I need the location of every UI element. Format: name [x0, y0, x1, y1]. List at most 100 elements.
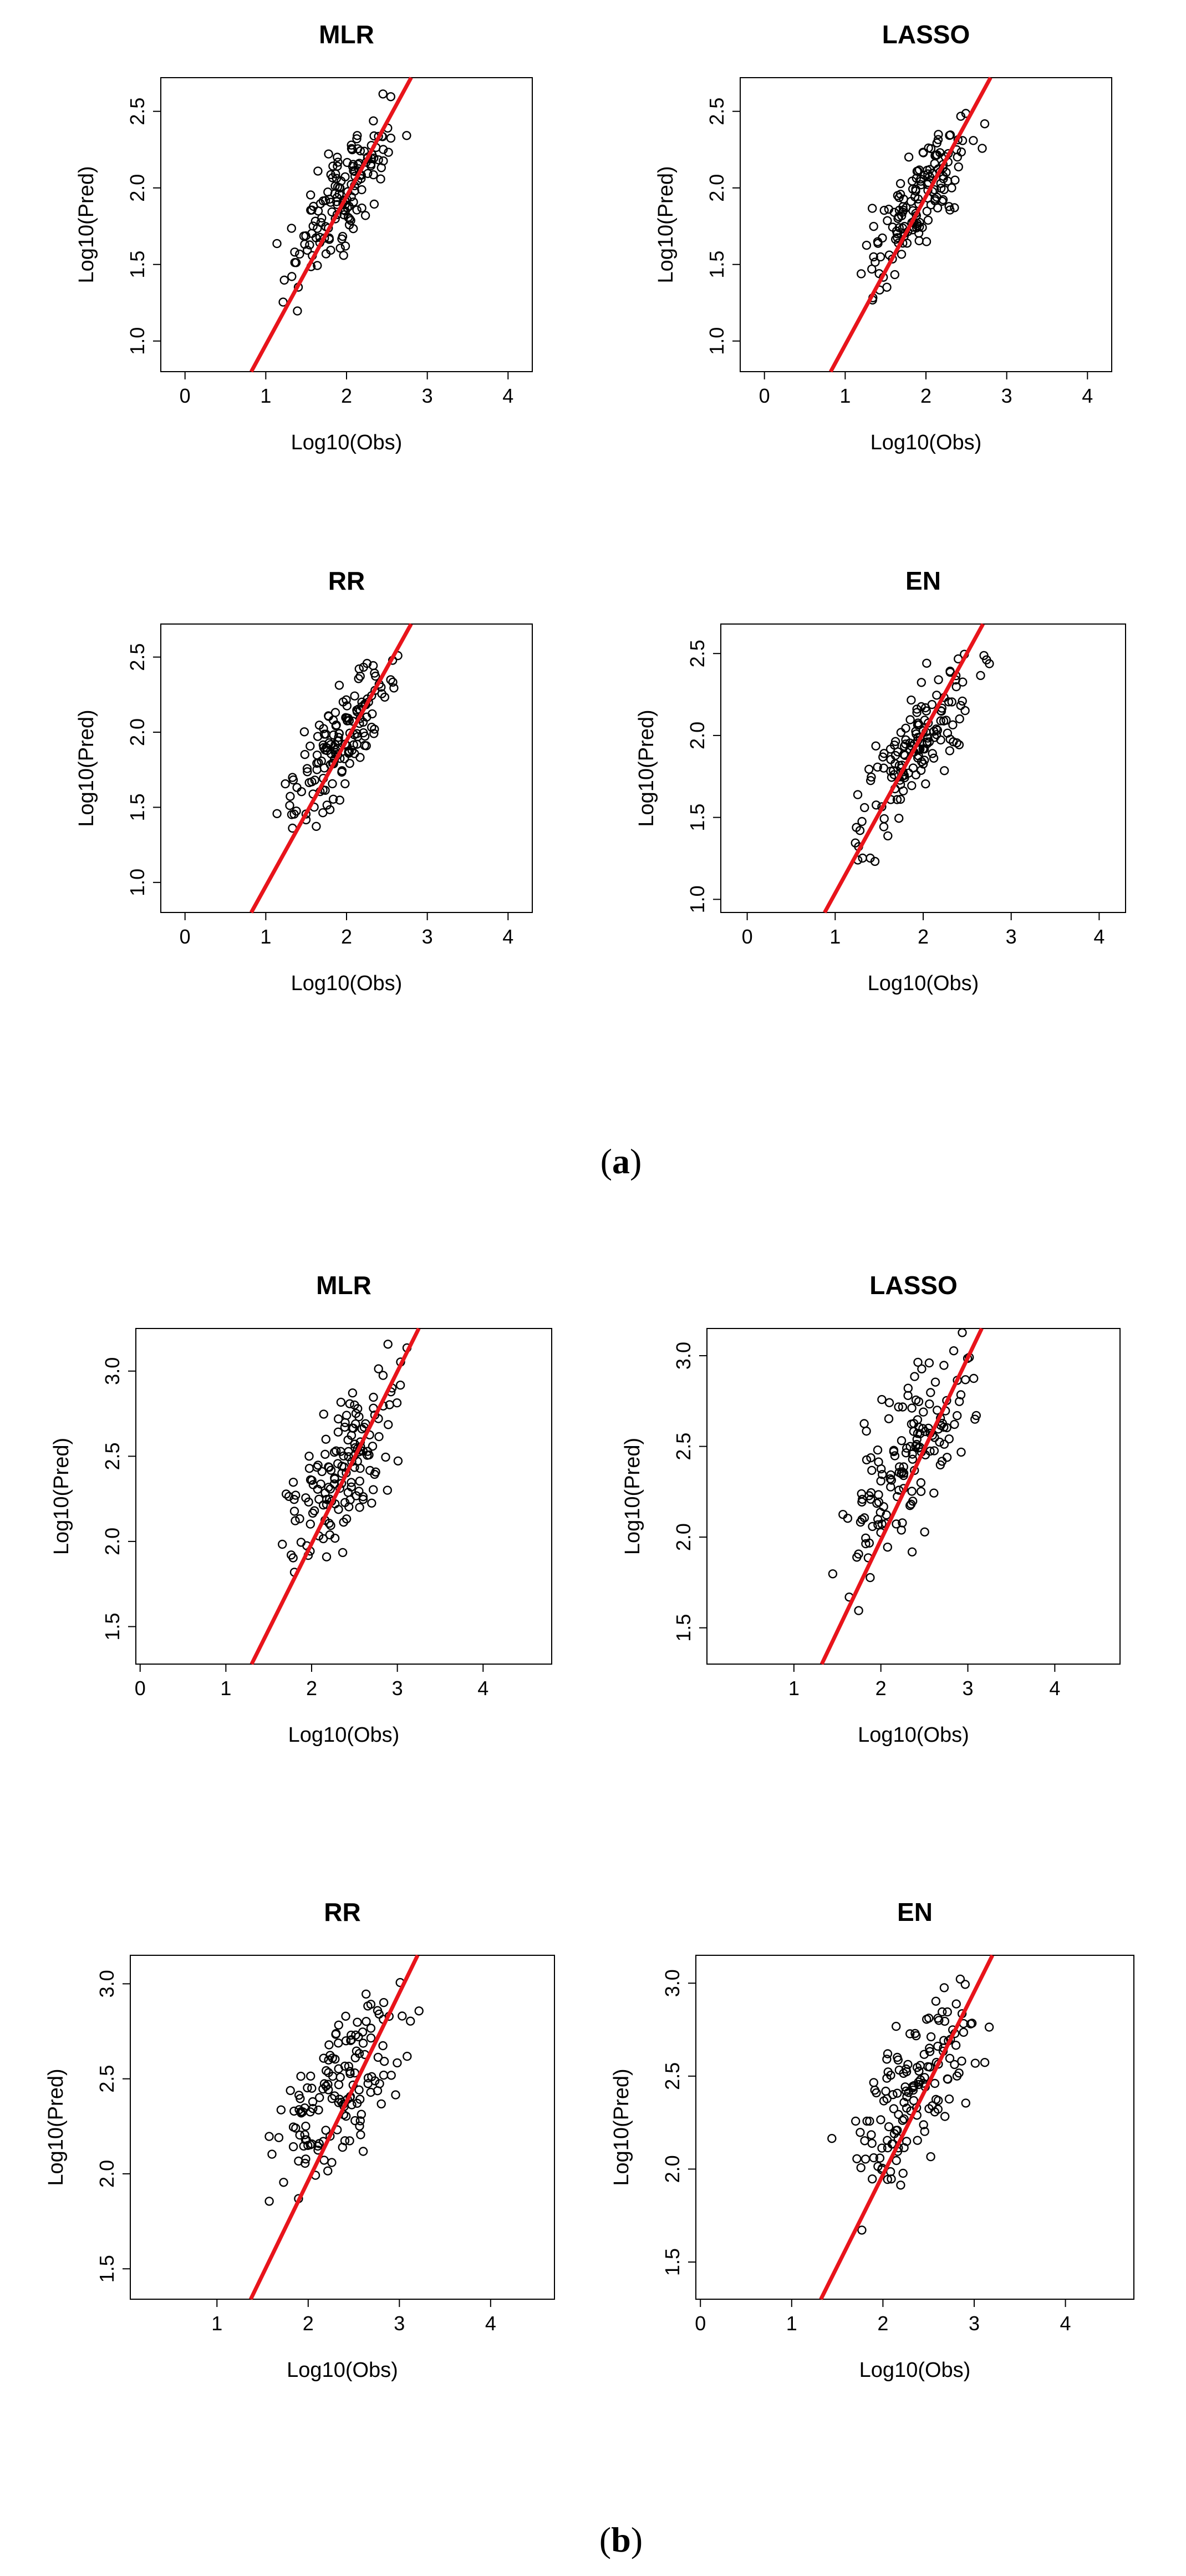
data-point	[851, 2116, 861, 2126]
data-point	[340, 241, 350, 251]
data-point	[901, 723, 910, 733]
data-point	[883, 2143, 893, 2153]
data-point	[294, 2156, 303, 2166]
data-point	[346, 2036, 355, 2045]
data-point	[386, 92, 395, 102]
data-point	[905, 2029, 915, 2039]
data-point	[285, 800, 294, 810]
data-point	[340, 1422, 350, 1432]
data-point	[969, 136, 978, 145]
data-point	[889, 207, 899, 217]
data-point	[952, 2071, 962, 2081]
data-point	[939, 1361, 949, 1370]
data-point	[289, 1494, 299, 1504]
x-tick-label: 2	[306, 1677, 317, 1700]
data-point	[348, 1388, 358, 1398]
data-point	[342, 2111, 351, 2121]
data-point	[353, 732, 363, 742]
x-tick-label: 4	[1049, 1677, 1060, 1700]
x-tick-label: 1	[788, 1677, 800, 1700]
x-axis-label: Log10(Obs)	[858, 1723, 969, 1747]
data-point	[951, 682, 961, 692]
data-point	[363, 2073, 373, 2083]
data-point	[357, 1424, 367, 1434]
y-axis-label: Log10(Pred)	[635, 709, 658, 826]
data-point	[937, 2007, 947, 2017]
data-point	[318, 808, 328, 818]
data-point	[873, 1520, 883, 1530]
data-point	[954, 740, 964, 749]
data-point	[342, 1411, 352, 1420]
data-point	[369, 1485, 378, 1494]
y-tick-label: 2.5	[661, 2062, 684, 2090]
data-point	[902, 2103, 912, 2113]
data-point	[337, 234, 347, 244]
data-point	[960, 1980, 970, 1989]
data-point	[838, 1509, 848, 1519]
data-point	[324, 2040, 334, 2050]
x-tick-label: 0	[135, 1677, 146, 1700]
data-point	[324, 2068, 333, 2077]
data-point	[295, 2130, 304, 2140]
data-point	[343, 158, 352, 168]
data-point	[370, 724, 379, 734]
data-point	[314, 2105, 323, 2115]
data-point	[334, 2038, 343, 2048]
data-point	[891, 2021, 901, 2031]
data-point	[893, 2126, 902, 2135]
data-point	[859, 1419, 869, 1428]
data-point	[334, 2098, 343, 2107]
x-tick-label: 0	[180, 384, 191, 407]
data-point	[925, 1399, 934, 1409]
y-tick-label: 3.0	[672, 1342, 695, 1370]
data-point	[922, 206, 932, 216]
data-point	[862, 241, 872, 250]
data-point	[936, 735, 945, 745]
data-point	[345, 2136, 354, 2146]
x-axis-label: Log10(Obs)	[287, 2359, 398, 2382]
data-point	[376, 163, 386, 173]
data-point	[342, 695, 351, 704]
data-point	[350, 691, 359, 701]
data-point	[319, 2079, 329, 2088]
data-point	[914, 2077, 923, 2087]
data-point	[940, 2112, 950, 2121]
data-point	[877, 1519, 887, 1529]
data-point	[852, 2154, 862, 2164]
data-point	[901, 739, 910, 749]
data-point	[959, 2027, 969, 2037]
y-tick-label: 3.0	[95, 1970, 118, 1997]
data-point	[871, 257, 880, 267]
data-point	[313, 261, 322, 270]
panel-caption: (b)	[599, 2520, 643, 2559]
data-point	[264, 2132, 274, 2141]
scatter-plot-a-mlr: MLR 0 1 2 3 4 1.0 1.5 2.0 2.5 Log10(Obs) Log10(Pred…	[75, 20, 533, 454]
data-point	[936, 706, 946, 716]
data-point	[916, 765, 926, 775]
data-point	[923, 215, 933, 225]
data-point	[383, 1485, 392, 1495]
data-point	[333, 158, 343, 167]
data-point	[357, 2110, 366, 2119]
data-point	[950, 175, 960, 185]
plot-title: MLR	[319, 20, 374, 49]
data-point	[349, 740, 358, 749]
data-point	[867, 2130, 876, 2139]
data-point	[980, 2057, 990, 2067]
data-point	[956, 1447, 966, 1457]
data-point	[879, 2096, 889, 2106]
y-axis-label: Log10(Pred)	[44, 2068, 68, 2185]
data-point	[358, 2039, 368, 2048]
data-point	[884, 1414, 894, 1423]
data-point	[851, 838, 860, 848]
data-point	[885, 744, 895, 754]
data-point	[828, 1569, 838, 1579]
data-point	[319, 1409, 328, 1419]
data-point	[933, 2041, 943, 2051]
data-point	[926, 1388, 935, 1397]
data-point	[934, 130, 943, 139]
data-point	[876, 1476, 885, 1486]
data-point	[279, 275, 289, 285]
x-tick-label: 3	[422, 925, 433, 948]
data-point	[955, 714, 964, 724]
